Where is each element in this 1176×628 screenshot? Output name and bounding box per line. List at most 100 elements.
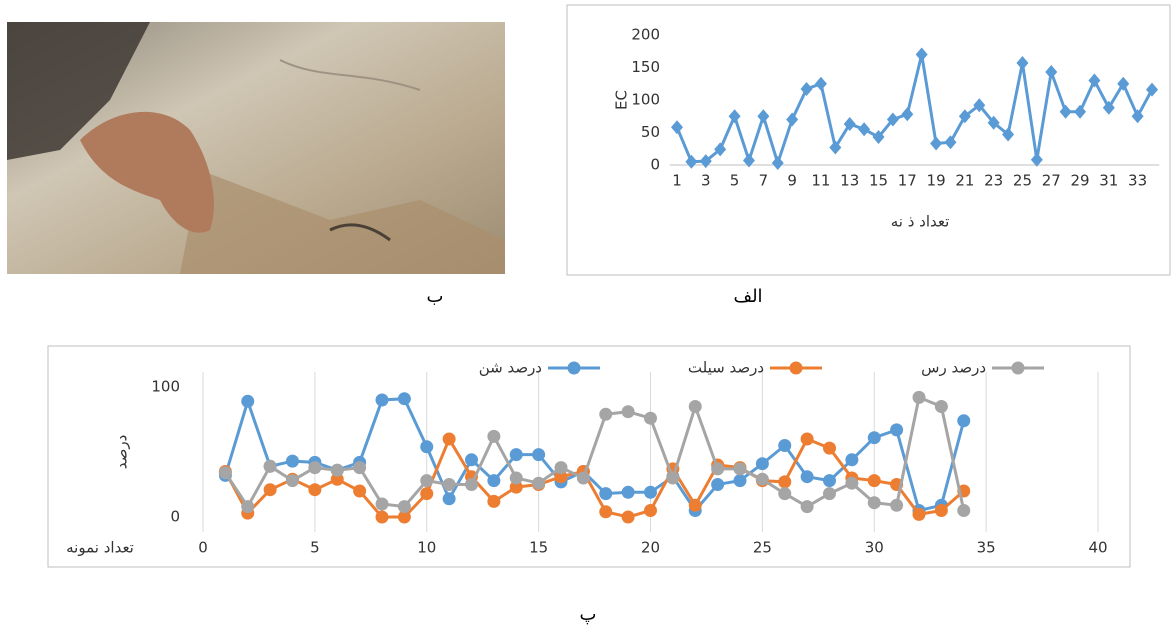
marker	[1045, 65, 1058, 80]
marker	[934, 400, 948, 413]
marker	[823, 474, 836, 488]
marker	[711, 478, 725, 491]
chart-caption: پ	[580, 604, 597, 625]
marker	[742, 153, 755, 168]
marker	[375, 393, 389, 407]
marker	[487, 429, 501, 443]
marker	[644, 485, 657, 499]
marker	[1002, 127, 1015, 142]
x-tick-label: 23	[984, 172, 1003, 190]
marker	[755, 472, 769, 486]
marker	[912, 390, 926, 404]
x-tick-label: 9	[787, 172, 797, 190]
marker	[286, 474, 299, 488]
y-tick-label: 0	[170, 508, 180, 526]
x-tick-label: 27	[1042, 172, 1061, 190]
marker	[442, 432, 456, 446]
marker	[666, 471, 680, 485]
marker	[621, 485, 635, 499]
marker	[823, 487, 836, 501]
x-tick-label: 40	[1088, 539, 1107, 557]
marker	[800, 81, 813, 96]
marker	[375, 510, 389, 524]
marker	[800, 500, 814, 514]
marker	[973, 98, 986, 113]
x-tick-label: 21	[955, 172, 974, 190]
marker	[308, 483, 322, 497]
marker	[1074, 104, 1087, 119]
x-tick-label: 15	[869, 172, 888, 190]
marker	[509, 448, 523, 462]
series-line	[675, 54, 1154, 168]
marker	[554, 470, 568, 484]
marker	[915, 47, 928, 62]
marker	[621, 510, 635, 524]
chart-frame	[47, 345, 1131, 568]
marker	[987, 115, 1000, 130]
marker	[930, 136, 943, 151]
marker	[829, 140, 842, 155]
x-tick-label: 29	[1070, 172, 1089, 190]
marker	[957, 504, 971, 517]
marker	[241, 394, 255, 408]
marker	[843, 117, 856, 132]
y-axis-label: EC	[613, 90, 631, 110]
series-line	[224, 395, 966, 511]
x-tick-label: 20	[641, 539, 660, 557]
marker	[554, 461, 568, 475]
marker	[532, 448, 546, 462]
x-tick-label: 1	[672, 172, 682, 190]
marker	[901, 107, 914, 122]
marker	[755, 457, 769, 471]
y-tick-label: 50	[641, 123, 660, 141]
marker	[771, 156, 784, 171]
x-tick-label: 13	[840, 172, 859, 190]
marker	[509, 480, 523, 494]
marker	[353, 461, 367, 475]
photo-caption: ب	[427, 286, 444, 307]
x-tick-label: 5	[310, 539, 320, 557]
legend-label: درصد سیلت	[688, 359, 764, 377]
y-tick-label: 100	[631, 91, 660, 109]
x-tick-label: 33	[1128, 172, 1147, 190]
marker	[487, 494, 501, 508]
marker	[800, 470, 814, 484]
x-tick-label: 0	[198, 539, 208, 557]
legend-marker	[789, 361, 803, 375]
marker	[599, 407, 613, 421]
x-tick-label: 19	[927, 172, 946, 190]
legend-label: درصد رس	[921, 359, 986, 377]
marker	[778, 475, 792, 489]
marker	[728, 109, 741, 124]
marker	[1088, 73, 1101, 88]
marker	[397, 392, 411, 406]
marker	[487, 474, 501, 488]
y-tick-label: 0	[650, 156, 660, 174]
marker	[845, 453, 859, 467]
marker	[733, 474, 747, 488]
x-tick-label: 3	[701, 172, 711, 190]
marker	[286, 454, 299, 468]
marker	[867, 496, 881, 510]
marker	[397, 510, 411, 524]
marker	[442, 478, 456, 491]
marker	[442, 492, 456, 506]
marker	[845, 476, 859, 490]
marker	[934, 504, 948, 517]
marker	[576, 471, 590, 485]
marker	[1030, 152, 1043, 167]
legend-marker	[1011, 361, 1025, 375]
marker	[241, 500, 255, 514]
legend-label: درصد شن	[479, 359, 542, 377]
marker	[263, 459, 277, 473]
marker	[890, 423, 904, 437]
marker	[958, 109, 971, 124]
x-tick-label: 25	[753, 539, 772, 557]
marker	[599, 505, 613, 519]
marker	[1102, 100, 1115, 115]
x-tick-label: 17	[898, 172, 917, 190]
x-tick-label: 25	[1013, 172, 1032, 190]
y-tick-label: 100	[151, 378, 180, 396]
chart-caption: الف	[733, 286, 762, 307]
marker	[858, 122, 871, 137]
